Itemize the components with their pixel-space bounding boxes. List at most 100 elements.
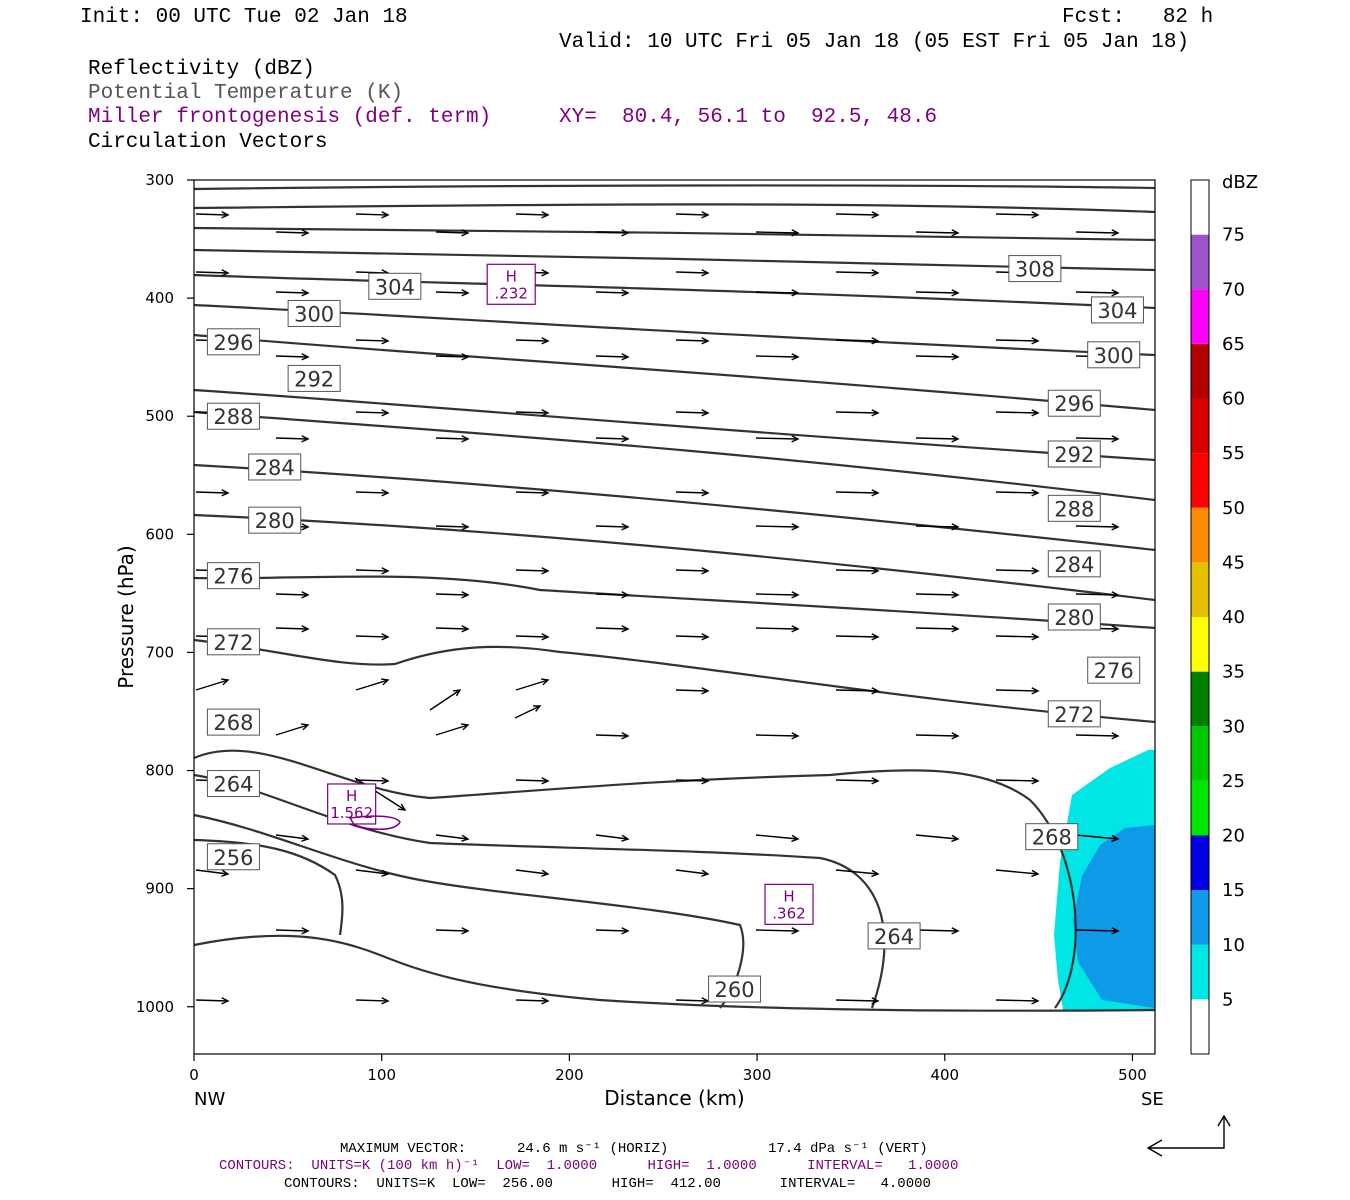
theta-label: 292 <box>294 367 334 391</box>
y-tick-label: 900 <box>145 880 174 898</box>
colorbar-tick-label: 30 <box>1222 716 1245 737</box>
theta-contour <box>193 638 1156 724</box>
frontogenesis-max-label: H <box>783 887 794 905</box>
circulation-vector <box>915 732 960 740</box>
theta-label-box <box>1047 494 1101 522</box>
theta-contour <box>193 773 886 1009</box>
colorbar-tick-label: 55 <box>1222 443 1245 464</box>
colorbar-tick-label: 35 <box>1222 662 1245 683</box>
theta-label: 288 <box>213 405 253 429</box>
circulation-vector <box>275 435 310 443</box>
circulation-vector <box>275 625 310 633</box>
frontogenesis-max-label: H <box>346 787 357 805</box>
colorbar-segment <box>1191 398 1209 454</box>
colorbar-tick-label: 50 <box>1222 498 1245 519</box>
circulation-vector <box>755 523 800 531</box>
colorbar-segment <box>1191 890 1209 945</box>
colorbar-tick-label: 75 <box>1222 225 1245 246</box>
circulation-vector <box>915 523 960 531</box>
colorbar-segment <box>1191 944 1209 1000</box>
circulation-vector <box>195 997 230 1005</box>
theta-label: 268 <box>1032 826 1072 850</box>
theta-label: 268 <box>213 711 253 735</box>
theta-contour <box>193 813 745 1009</box>
circulation-vector <box>595 591 630 599</box>
circulation-vector <box>355 409 390 417</box>
theta-contour <box>193 749 1077 1009</box>
colorbar-tick-label: 10 <box>1222 935 1245 956</box>
circulation-vector <box>595 229 630 237</box>
field-frontogenesis: Miller frontogenesis (def. term) <box>88 106 492 129</box>
circulation-vector <box>675 211 710 219</box>
circulation-vector <box>675 409 710 417</box>
frontogenesis-max-box <box>764 883 814 925</box>
colorbar-segment <box>1191 999 1209 1054</box>
circulation-vector <box>515 869 550 877</box>
circulation-vector <box>195 869 230 877</box>
theta-contour <box>193 273 1156 310</box>
colorbar-tick-label: 40 <box>1222 607 1245 628</box>
theta-contour <box>193 203 1156 214</box>
circulation-vector <box>195 678 230 691</box>
x-tick-label: 0 <box>189 1066 199 1084</box>
field-potential-temperature: Potential Temperature (K) <box>88 82 404 105</box>
circulation-vector <box>915 353 960 361</box>
circulation-vector <box>435 289 470 297</box>
circulation-vector <box>675 489 710 497</box>
circulation-vector <box>755 435 800 443</box>
y-tick-label: 500 <box>145 407 174 425</box>
circulation-vector <box>755 289 800 297</box>
colorbar-title: dBZ <box>1222 172 1258 193</box>
circulation-vector <box>835 211 880 219</box>
circulation-vector <box>995 489 1040 497</box>
circulation-vector <box>275 927 310 935</box>
circulation-vector <box>355 633 390 641</box>
theta-contour <box>193 226 1156 242</box>
circulation-vector <box>675 269 710 277</box>
theta-label-box <box>206 402 260 430</box>
colorbar-segment <box>1191 507 1209 563</box>
theta-label: 272 <box>1054 703 1094 727</box>
circulation-vector <box>835 269 880 277</box>
y-tick-label: 1000 <box>136 998 174 1016</box>
circulation-vector <box>915 927 960 935</box>
x-start-label: NW <box>194 1089 225 1110</box>
circulation-vector <box>275 591 310 599</box>
frontogenesis-max-value: 1.562 <box>330 804 373 822</box>
colorbar-segment <box>1191 453 1209 508</box>
theta-label: 284 <box>255 456 295 480</box>
colorbar-segment <box>1191 343 1209 399</box>
circulation-vector <box>915 591 960 599</box>
circulation-vector <box>675 997 710 1005</box>
theta-label-box <box>1047 700 1101 728</box>
frontogenesis-max-box <box>486 263 536 305</box>
circulation-vector <box>355 777 390 785</box>
theta-label-box <box>1087 656 1141 684</box>
contour-info-theta: CONTOURS: UNITS=K LOW= 256.00 HIGH= 412.… <box>284 1176 931 1192</box>
max-vector-vert: 17.4 dPa s⁻¹ (VERT) <box>768 1141 928 1157</box>
theta-label-box <box>1025 823 1079 851</box>
circulation-vector <box>515 337 550 345</box>
plot-frame <box>193 179 1156 1055</box>
theta-label: 296 <box>213 331 253 355</box>
colorbar-tick-label: 15 <box>1222 880 1245 901</box>
x-tick-label: 300 <box>743 1066 772 1084</box>
colorbar-tick-label: 65 <box>1222 334 1245 355</box>
circulation-vector <box>835 409 880 417</box>
circulation-vector <box>435 927 470 935</box>
theta-label: 292 <box>1054 443 1094 467</box>
circulation-vector <box>995 337 1040 345</box>
x-tick-label: 400 <box>930 1066 959 1084</box>
colorbar-segment <box>1191 562 1209 617</box>
circulation-vector <box>515 777 550 785</box>
circulation-vector <box>515 678 550 691</box>
theta-label-box <box>1090 296 1144 324</box>
circulation-vector <box>835 997 880 1005</box>
x-end-label: SE <box>1141 1089 1164 1110</box>
circulation-vector <box>1075 834 1120 843</box>
circulation-vector <box>515 211 550 219</box>
circulation-vector <box>675 687 710 695</box>
circulation-vector <box>675 777 710 785</box>
circulation-vector <box>995 211 1040 219</box>
